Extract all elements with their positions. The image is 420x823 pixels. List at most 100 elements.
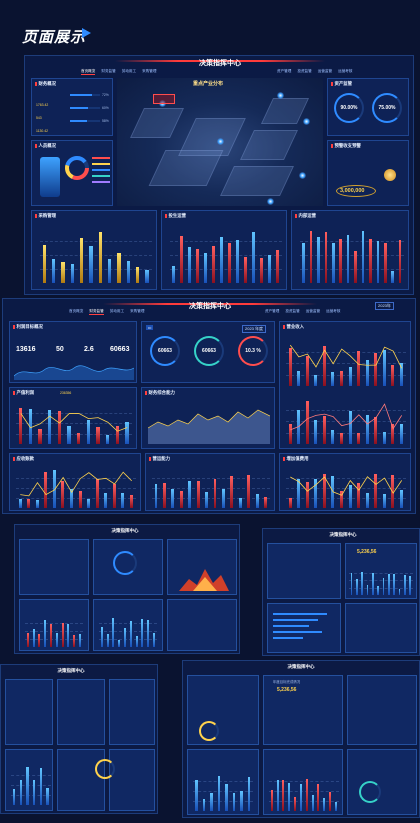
chart-bar	[314, 479, 318, 508]
chart-bar	[38, 633, 41, 647]
thumb5-bar-chart	[11, 765, 51, 805]
income-stat: 2.6	[84, 346, 94, 353]
invest-title: 投生运营	[165, 213, 187, 219]
chart-bar	[294, 797, 297, 811]
profit-bar-chart	[16, 402, 132, 444]
map-pin-icon[interactable]	[277, 92, 284, 99]
income-stat: 50	[56, 346, 64, 353]
ring-1-value: 60663	[158, 348, 172, 354]
chart-bar	[188, 480, 192, 508]
staff-gauge	[40, 157, 60, 197]
chart-bar	[252, 232, 256, 283]
map-pin-icon[interactable]	[217, 138, 224, 145]
expense-panel: 增加值费用	[279, 453, 411, 511]
tab-investment[interactable]: 投资监管	[297, 69, 312, 73]
finance-title: 财务概况	[35, 81, 57, 87]
chart-bar	[398, 588, 401, 595]
chart-bar	[374, 417, 378, 444]
chart-bar	[147, 619, 150, 647]
chart-bar	[391, 270, 394, 283]
tab-labor[interactable]: 劳动用工	[109, 309, 125, 313]
chart-bar	[44, 619, 47, 647]
tab-investment[interactable]: 投资监管	[285, 309, 300, 313]
chart-bar	[126, 261, 131, 283]
chart-bar	[382, 349, 386, 386]
chart-bar	[260, 257, 264, 283]
finance-row: 1130.42 58%	[36, 119, 110, 137]
finance-pct: 58%	[102, 119, 109, 123]
tab-assessment[interactable]: 运营考核	[326, 309, 341, 313]
chart-bar	[86, 420, 90, 444]
tab-purchase[interactable]: 采购管理	[142, 69, 157, 73]
chart-bar	[366, 585, 369, 595]
tab-assets[interactable]: 资产管理	[265, 309, 280, 313]
rings-year-chip[interactable]: 2023 年度	[242, 325, 267, 333]
profit-panel: 产值利润 236356	[9, 387, 137, 449]
industry-map[interactable]: 重点产业分布	[117, 78, 323, 206]
chart-bar	[47, 409, 52, 444]
chart-bar	[340, 432, 343, 444]
tab-finance[interactable]: 财务监管	[89, 309, 104, 315]
map-pin-icon[interactable]	[299, 172, 306, 179]
chart-bar	[70, 488, 73, 508]
tab-purchase[interactable]: 采购管理	[130, 309, 145, 313]
tab-operation[interactable]: 运营监管	[317, 69, 333, 73]
tab-assets[interactable]: 资产管理	[277, 69, 292, 73]
chart-bar	[212, 245, 216, 283]
chart-bar	[305, 778, 308, 811]
chart-bar	[28, 408, 32, 444]
tab-finance[interactable]: 财务监管	[101, 69, 116, 73]
chart-bar	[78, 633, 81, 647]
chart-bar	[162, 482, 166, 508]
dashboard-thumbnail-4[interactable]: 决策指挥中心 5,236,56	[262, 528, 420, 656]
tab-overview[interactable]: 首页概览	[81, 69, 96, 75]
tab-assessment[interactable]: 运营考核	[338, 69, 353, 73]
ring-1: 60663	[150, 336, 180, 366]
chart-bar	[382, 431, 386, 444]
chart-bar	[180, 236, 184, 283]
thumb4-title: 决策指挥中心	[329, 532, 357, 537]
receivable-panel: 应收账款	[9, 453, 141, 511]
chart-bar	[355, 579, 358, 595]
chart-bar	[299, 783, 302, 811]
tab-operation[interactable]: 运营监管	[305, 309, 321, 313]
chart-bar	[213, 479, 217, 508]
chart-bar	[105, 435, 110, 444]
rings-tab-chip[interactable]: •••	[146, 325, 154, 330]
chart-bar	[210, 792, 213, 811]
title-arrow-icon	[82, 28, 91, 38]
chart-bar	[398, 240, 402, 283]
chart-line	[20, 471, 132, 497]
capability-area-chart	[148, 409, 270, 444]
chart-bar	[268, 254, 272, 283]
dashboard-thumbnail-6[interactable]: 决策指挥中心 年度目标完成情况 5,236,56	[182, 660, 420, 818]
chart-bar	[288, 347, 292, 386]
chart-bar	[179, 491, 183, 508]
chart-bar	[305, 401, 309, 444]
ops-bar-chart	[300, 227, 404, 283]
chart-bar	[67, 624, 70, 647]
thumb3-title: 决策指挥中心	[111, 528, 139, 533]
staff-donut-chart	[65, 156, 89, 180]
dashboard-thumbnail-3[interactable]: 决策指挥中心	[14, 524, 240, 654]
finance-pct: 60%	[102, 106, 109, 110]
chart-bar	[409, 575, 412, 595]
chart-bar	[387, 573, 390, 595]
map-pin-icon[interactable]	[267, 198, 274, 205]
year-selector[interactable]: 2023年	[375, 302, 394, 310]
chart-bar	[371, 572, 374, 595]
receivable-bar-line-chart	[16, 468, 136, 508]
chart-bar	[228, 242, 232, 283]
chart-bar	[247, 776, 251, 811]
capability-panel: 财务综合能力	[141, 387, 275, 449]
tab-labor[interactable]: 劳动用工	[121, 69, 137, 73]
finance-panel: 财务概况 1763.42 72% 543 60% 1130.42 58%	[31, 78, 113, 136]
map-pin-icon[interactable]	[303, 118, 310, 125]
chart-bar	[324, 231, 328, 283]
tab-overview[interactable]: 首页概览	[69, 309, 84, 313]
chart-line	[290, 403, 403, 431]
chart-bar	[35, 499, 39, 508]
chart-bar	[61, 262, 65, 283]
dashboard-thumbnail-5[interactable]: 决策指挥中心	[0, 664, 158, 814]
chart-bar	[374, 353, 378, 386]
